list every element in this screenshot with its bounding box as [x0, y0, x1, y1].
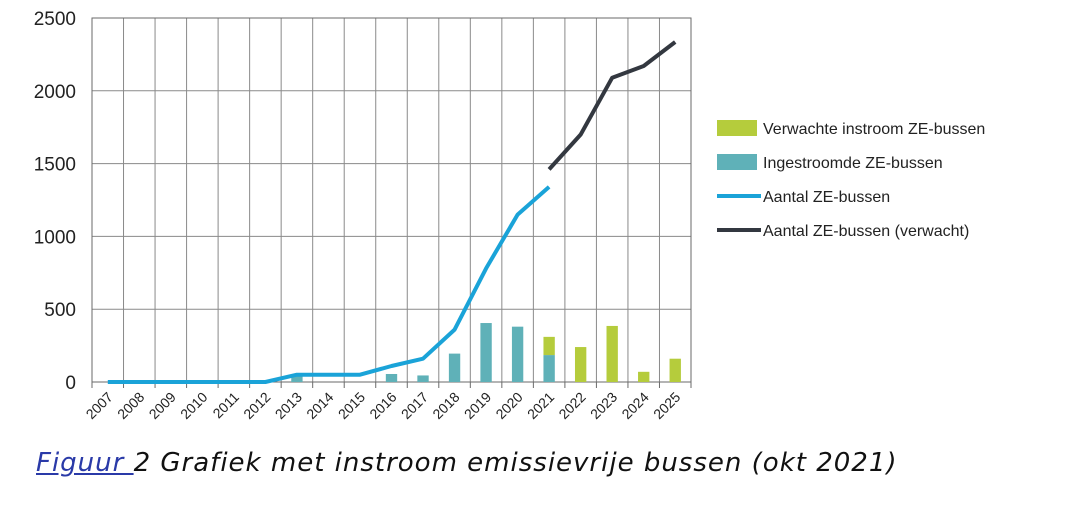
series-line — [107, 185, 551, 384]
bar — [448, 353, 461, 382]
x-axis-ticks: 2007200820092010201120122013201420152016… — [83, 389, 684, 422]
x-tick-label: 2024 — [618, 389, 651, 422]
bar — [606, 325, 618, 382]
x-tick-label: 2019 — [461, 389, 494, 422]
bar — [385, 373, 398, 382]
y-tick-label: 2500 — [34, 9, 76, 30]
x-tick-label: 2017 — [398, 389, 431, 422]
x-tick-label: 2011 — [209, 389, 242, 422]
bar — [574, 347, 587, 382]
x-tick-label: 2025 — [650, 389, 683, 422]
x-tick-label: 2015 — [335, 389, 368, 422]
y-tick-label: 1500 — [34, 155, 76, 176]
bar — [543, 336, 555, 356]
legend-label: Verwachte instroom ZE-bussen — [763, 121, 985, 138]
plot-frame — [91, 17, 692, 383]
bar — [543, 355, 555, 382]
x-tick-label: 2012 — [240, 389, 273, 422]
bar — [638, 371, 650, 382]
chart-lines — [107, 40, 677, 384]
caption-link[interactable]: Figuur — [36, 448, 134, 478]
bar — [511, 326, 524, 382]
bar — [669, 358, 681, 382]
y-tick-label: 1000 — [34, 227, 76, 248]
chart-legend: Verwachte instroom ZE-bussen Ingestroomde… — [717, 120, 985, 240]
chart-bars — [291, 323, 681, 382]
legend-label: Ingestroomde ZE-bussen — [763, 155, 943, 172]
chart-grid — [91, 17, 692, 388]
x-tick-label: 2022 — [555, 389, 588, 422]
x-tick-label: 2018 — [429, 389, 462, 422]
legend-swatch — [717, 154, 757, 170]
legend-label: Aantal ZE-bussen (verwacht) — [763, 223, 969, 240]
x-tick-label: 2020 — [492, 389, 525, 422]
x-tick-label: 2021 — [524, 389, 557, 422]
x-tick-label: 2009 — [146, 389, 179, 422]
x-tick-label: 2014 — [303, 389, 336, 422]
caption-text: 2 Grafiek met instroom emissievrije buss… — [133, 448, 898, 478]
y-tick-label: 2000 — [34, 82, 76, 103]
x-tick-label: 2013 — [272, 389, 305, 422]
legend-label: Aantal ZE-bussen — [763, 189, 890, 206]
bar — [417, 375, 429, 382]
x-tick-label: 2010 — [177, 389, 210, 422]
x-tick-label: 2016 — [366, 389, 399, 422]
x-tick-label: 2007 — [83, 389, 116, 422]
y-axis-ticks: 0 500 1000 1500 2000 2500 — [34, 9, 76, 394]
x-tick-label: 2023 — [587, 389, 620, 422]
y-tick-label: 500 — [44, 300, 76, 321]
x-tick-label: 2008 — [114, 389, 147, 422]
y-tick-label: 0 — [65, 373, 76, 394]
bar — [291, 376, 303, 382]
figure-caption: Figuur 2 Grafiek met instroom emissievri… — [36, 448, 898, 478]
legend-swatch — [717, 120, 757, 136]
bar — [480, 323, 492, 382]
series-line — [547, 40, 677, 171]
